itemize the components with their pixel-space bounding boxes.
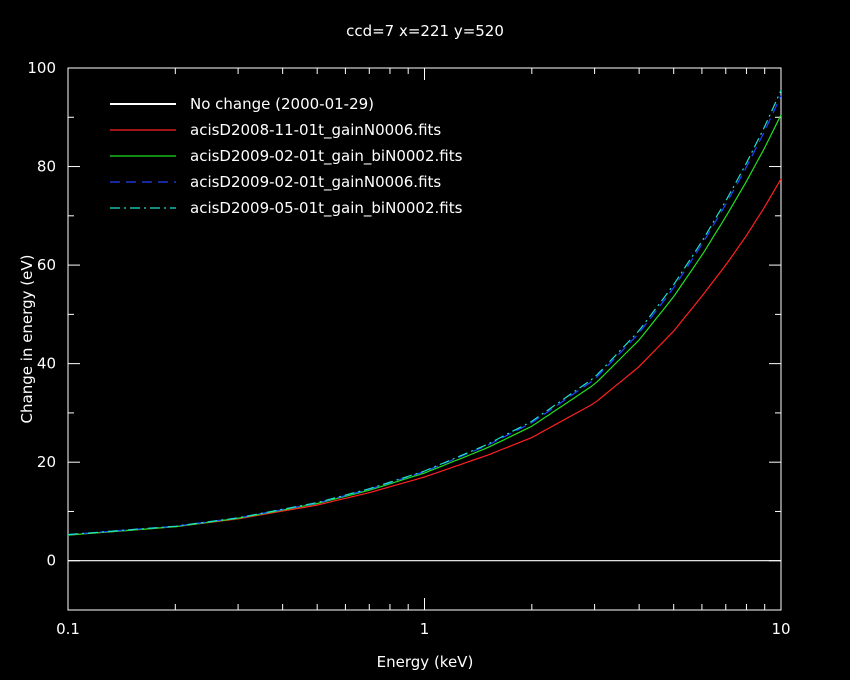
series-line-5 [67, 89, 782, 536]
legend-label: acisD2009-02-01t_gain_biN0002.fits [190, 147, 463, 166]
series-layer [67, 89, 782, 562]
x-tick-label: 10 [771, 620, 790, 638]
legend-label: acisD2009-05-01t_gain_biN0002.fits [190, 199, 463, 218]
y-axis-ticks: 0 20 40 60 80 100 [27, 59, 781, 611]
y-tick-label: 80 [37, 158, 56, 176]
legend-label: No change (2000-01-29) [190, 95, 374, 113]
y-tick-label: 60 [37, 256, 56, 274]
y-tick-label: 100 [27, 59, 56, 77]
x-tick-label: 0.1 [56, 620, 80, 638]
y-tick-label: 0 [46, 552, 56, 570]
x-axis-label: Energy (keV) [377, 653, 474, 671]
legend-label: acisD2008-11-01t_gainN0006.fits [190, 121, 441, 140]
chart-title: ccd=7 x=221 y=520 [346, 22, 504, 40]
series-line-4 [67, 95, 782, 536]
legend: No change (2000-01-29) acisD2008-11-01t_g… [110, 95, 463, 218]
x-tick-label: 1 [420, 620, 430, 638]
y-tick-label: 20 [37, 453, 56, 471]
legend-label: acisD2009-02-01t_gainN0006.fits [190, 173, 441, 192]
y-tick-label: 40 [37, 355, 56, 373]
y-axis-label: Change in energy (eV) [18, 255, 36, 424]
x-axis-ticks: 0.1 1 10 [56, 68, 791, 638]
